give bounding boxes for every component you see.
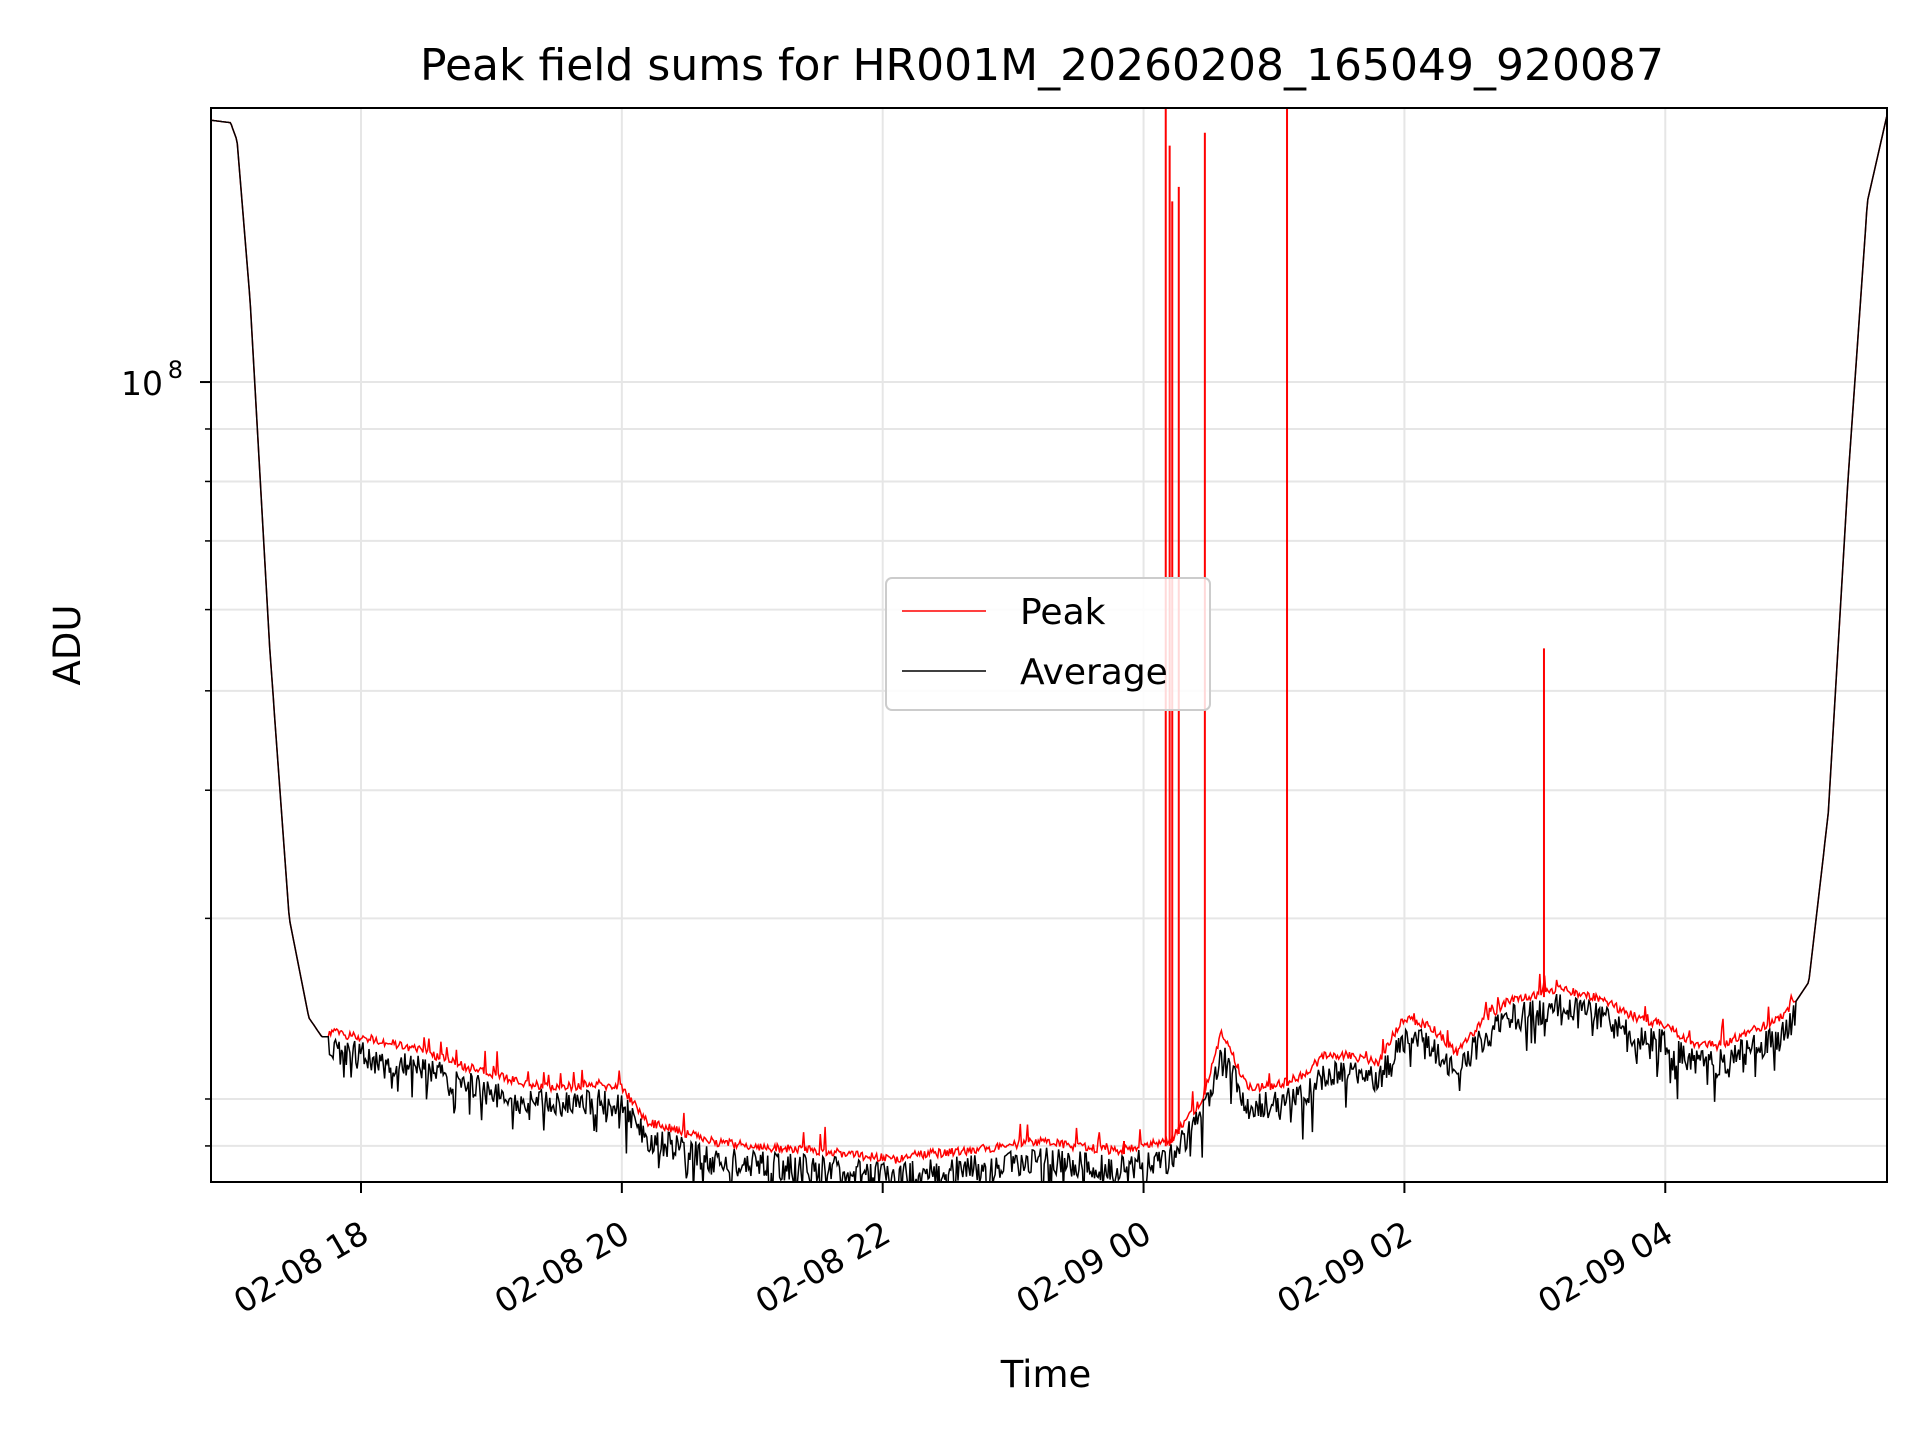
legend-label-peak: Peak: [1020, 592, 1106, 633]
y-axis-ticks: 10 8: [121, 356, 211, 1147]
x-axis-label: Time: [1000, 1353, 1092, 1396]
legend-label-average: Average: [1020, 652, 1168, 693]
y-tick-label: 10: [121, 364, 163, 403]
series-line-peak: [211, 115, 1887, 1164]
series-line-average: [211, 115, 1887, 1182]
chart-title: Peak field sums for HR001M_20260208_1650…: [420, 40, 1664, 91]
legend: Peak Average: [885, 577, 1211, 711]
y-axis-label: ADU: [46, 605, 89, 686]
y-tick-exponent: 8: [168, 356, 183, 384]
plot-frame: [210, 107, 1888, 1183]
